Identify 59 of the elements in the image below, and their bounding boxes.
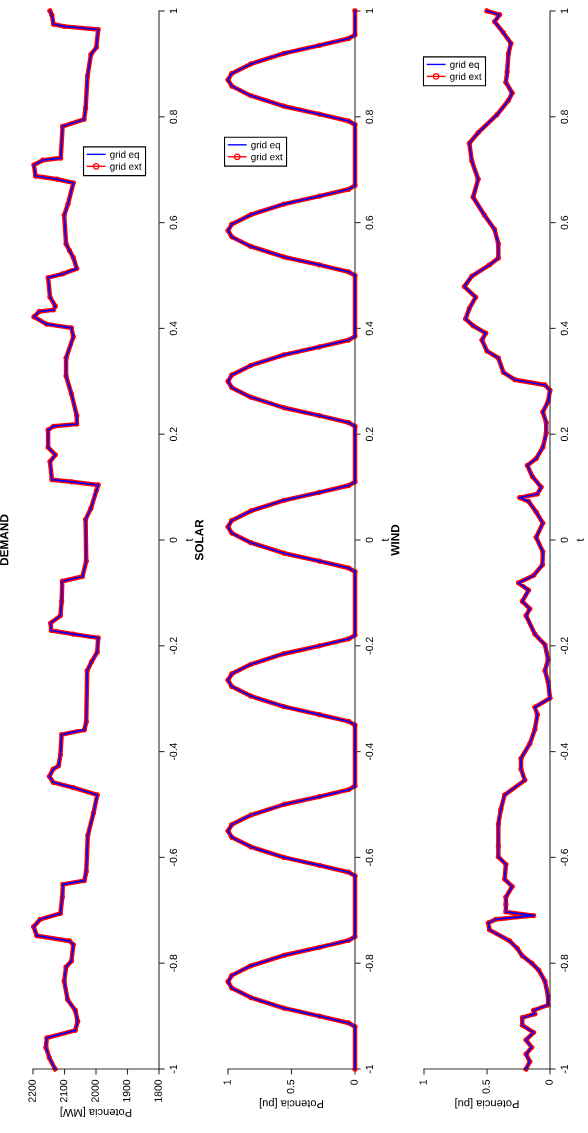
text: WIND	[391, 524, 400, 556]
y-tick-label: 0.8	[560, 110, 569, 124]
y-tick-label: 1	[365, 8, 373, 14]
y-tick-label: -0.6	[365, 848, 374, 866]
y-tick-label: -0.2	[365, 637, 374, 655]
x-tick-label: 0	[350, 1079, 358, 1085]
y-tick-label: 0.2	[560, 427, 569, 442]
y-axis-title: t	[576, 538, 584, 542]
y-tick-label: -0.4	[365, 742, 374, 761]
x-tick-label: 1900	[122, 1079, 131, 1102]
y-tick-label: -1	[169, 1064, 177, 1074]
y-tick-label: 0	[560, 537, 569, 543]
y-tick-label: -0.8	[365, 954, 374, 972]
y-tick-label: 1	[560, 8, 568, 14]
y-axis-title: t	[185, 538, 193, 542]
x-axis-title: Potencia [pu]	[455, 1098, 519, 1109]
x-tick-label: 2000	[91, 1079, 99, 1103]
y-tick-label: 0.8	[365, 110, 374, 124]
y-tick-label: 0.8	[169, 110, 178, 124]
y-tick-label: -0.4	[169, 742, 178, 761]
x-tick-label: 1	[223, 1079, 231, 1085]
y-tick-label: 0	[169, 537, 178, 543]
y-tick-label: 0.4	[169, 321, 178, 336]
y-tick-label: 0.6	[560, 215, 569, 230]
x-tick-label: 1800	[154, 1079, 162, 1102]
y-tick-label: 0.2	[365, 427, 374, 442]
y-tick-label: 0.4	[560, 321, 569, 336]
y-tick-label: 0.6	[169, 215, 178, 230]
legend-label: grid ext	[110, 162, 142, 172]
y-tick-label: -0.8	[560, 954, 569, 972]
y-tick-label: -0.2	[169, 637, 178, 655]
x-tick-label: 2100	[59, 1079, 68, 1103]
y-tick-label: -1	[560, 1064, 568, 1074]
x-tick-label: 0	[545, 1079, 553, 1085]
y-tick-label: 0.2	[169, 427, 178, 442]
y-tick-label: -0.8	[169, 954, 178, 972]
legend-label: grid eq	[251, 141, 280, 151]
y-tick-label: 0.4	[365, 321, 374, 336]
x-tick-label: 2200	[28, 1079, 36, 1103]
x-tick-label: 0.5	[482, 1079, 490, 1094]
legend-label: grid ext	[450, 72, 482, 82]
y-axis-title: t	[381, 538, 389, 542]
y-tick-label: -0.6	[169, 848, 178, 866]
x-axis-title: Potencia [pu]	[259, 1098, 324, 1109]
y-tick-label: 1	[169, 8, 177, 14]
y-tick-label: 0.6	[365, 215, 374, 230]
legend-label: grid eq	[110, 150, 139, 160]
legend-label: grid ext	[251, 153, 283, 163]
x-axis-title: Potencia [MW]	[60, 1106, 132, 1118]
legend-label: grid eq	[450, 60, 479, 70]
text: DEMAND	[0, 514, 9, 566]
text: SOLAR	[195, 519, 204, 561]
y-tick-label: -0.4	[560, 742, 569, 761]
y-tick-label: -0.6	[560, 848, 569, 866]
y-tick-label: 0	[365, 537, 374, 543]
y-tick-label: -0.2	[560, 637, 569, 655]
x-tick-label: 1	[419, 1079, 427, 1085]
x-tick-label: 0.5	[286, 1079, 295, 1094]
y-tick-label: -1	[365, 1064, 373, 1074]
